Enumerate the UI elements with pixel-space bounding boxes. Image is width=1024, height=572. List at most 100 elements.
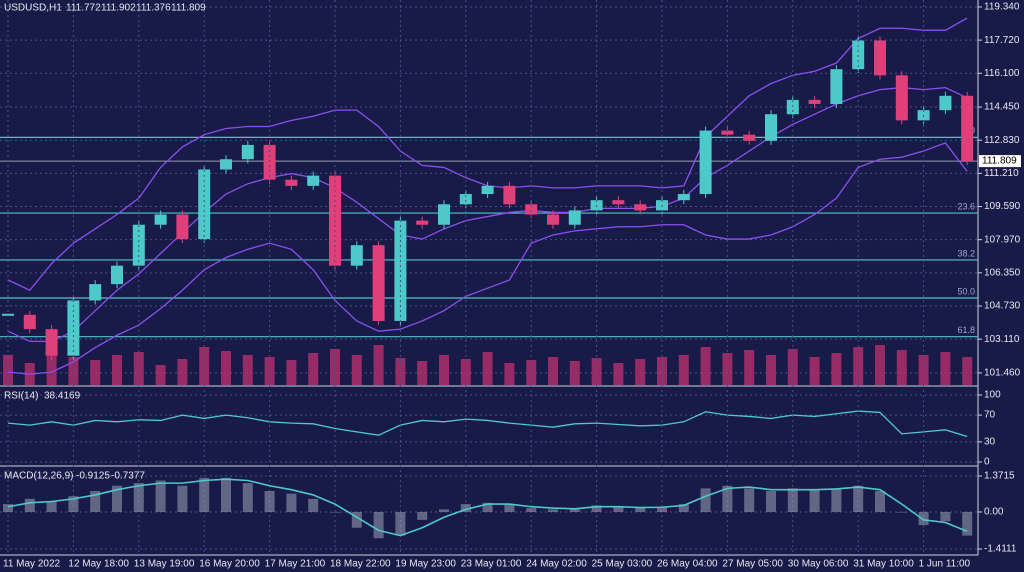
- macd-bar: [504, 504, 515, 512]
- y-tick-label: 107.970: [984, 234, 1021, 245]
- candle: [350, 245, 363, 266]
- volume-bar: [155, 365, 166, 385]
- y-tick-label: 100: [984, 390, 1001, 401]
- x-tick-label: 23 May 01:00: [461, 559, 522, 570]
- macd-bar: [722, 485, 733, 512]
- candle: [895, 75, 908, 121]
- candle: [285, 179, 298, 186]
- macd-bar: [896, 511, 907, 513]
- candle: [612, 200, 625, 205]
- close: 111.809: [171, 3, 206, 14]
- y-tick-label: 109.590: [984, 201, 1021, 212]
- candle: [503, 185, 516, 205]
- x-tick-label: 11 May 2022: [3, 559, 61, 570]
- x-tick-label: 13 May 19:00: [134, 559, 195, 570]
- candle: [961, 95, 974, 162]
- y-tick-label: -1.4111: [984, 544, 1017, 555]
- x-tick-label: 30 May 06:00: [788, 559, 849, 570]
- y-tick-label: 0: [984, 457, 990, 468]
- candle: [416, 220, 429, 225]
- fib-label: 23.6: [957, 201, 975, 211]
- x-tick-label: 25 May 03:00: [592, 559, 653, 570]
- x-tick-label: 16 May 20:00: [199, 559, 260, 570]
- candle: [786, 99, 799, 115]
- candle: [525, 204, 538, 215]
- macd-bar: [90, 490, 101, 512]
- macd-bar: [548, 509, 558, 512]
- macd-bar: [831, 488, 842, 512]
- candle: [438, 204, 450, 225]
- macd-bar: [700, 488, 711, 512]
- candle: [45, 329, 58, 356]
- macd-bar: [918, 511, 929, 526]
- macd-bar: [199, 477, 210, 512]
- volume-bar: [700, 347, 711, 385]
- macd-bar: [809, 489, 820, 512]
- macd-bar: [962, 511, 973, 536]
- macd-bar: [875, 490, 885, 512]
- volume-bar: [133, 352, 144, 385]
- macd-bar: [395, 511, 406, 536]
- macd-bar: [417, 511, 428, 520]
- macd-bar: [940, 511, 951, 522]
- macd-bar: [133, 483, 144, 512]
- fib-label: 38.2: [957, 248, 975, 258]
- macd-bar: [460, 504, 471, 512]
- macd-bar: [744, 488, 755, 512]
- macd-bar: [308, 498, 319, 512]
- current-price-box: [979, 155, 1021, 168]
- volume-bar: [221, 351, 231, 385]
- candle: [808, 99, 821, 104]
- macd-bar: [591, 505, 602, 512]
- x-tick-label: 12 May 18:00: [68, 559, 129, 570]
- candle: [874, 40, 886, 76]
- x-tick-label: 27 May 05:00: [722, 559, 783, 570]
- volume-bar: [351, 355, 362, 385]
- y-tick-label: 114.450: [984, 102, 1020, 113]
- current-price-label: 111.809: [982, 156, 1017, 167]
- macd-bar: [155, 480, 166, 512]
- band-lower: [7, 142, 968, 375]
- macd-bar: [221, 477, 231, 512]
- volume-bar: [635, 359, 646, 385]
- candle: [307, 175, 320, 186]
- macd-title: MACD(12,26,9): [4, 471, 73, 482]
- macd-bar: [68, 496, 79, 512]
- candle: [830, 69, 843, 104]
- volume-bar: [722, 353, 733, 385]
- x-tick-label: 1 Jun 11:00: [919, 559, 971, 570]
- candle: [220, 159, 232, 170]
- candle: [634, 204, 647, 211]
- macd-bar: [24, 498, 35, 512]
- macd-bar: [613, 506, 624, 512]
- volume-bar: [177, 359, 188, 385]
- volume-bar: [744, 350, 755, 385]
- volume-bar: [548, 357, 558, 385]
- y-tick-label: 101.460: [984, 368, 1021, 379]
- volume-bar: [90, 360, 101, 385]
- x-tick-label: 17 May 21:00: [265, 559, 326, 570]
- y-tick-label: 70: [984, 410, 996, 421]
- candle: [699, 130, 712, 195]
- candle: [23, 314, 36, 330]
- candle: [176, 214, 189, 240]
- candle: [939, 95, 952, 111]
- candle: [765, 114, 777, 141]
- volume-bar: [896, 350, 907, 385]
- rsi-line: [7, 410, 968, 438]
- volume-bar: [613, 363, 624, 385]
- volume-bar: [112, 355, 122, 385]
- volume-bar: [439, 355, 449, 385]
- volume-bar: [940, 352, 951, 385]
- macd-bar: [569, 509, 580, 512]
- y-tick-label: 112.830: [984, 135, 1020, 146]
- y-tick-label: 117.720: [984, 35, 1020, 46]
- candle: [111, 265, 123, 285]
- candle: [677, 194, 690, 201]
- band-middle: [7, 86, 968, 343]
- macd-bar: [678, 504, 689, 512]
- high: 111.902: [101, 3, 136, 14]
- candle: [198, 169, 211, 240]
